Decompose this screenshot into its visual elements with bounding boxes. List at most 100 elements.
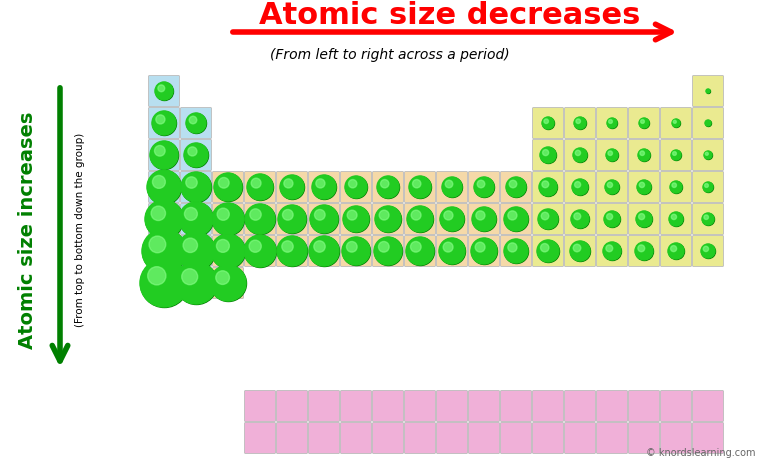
Circle shape (670, 246, 677, 252)
Circle shape (635, 242, 653, 260)
Circle shape (184, 143, 208, 167)
FancyBboxPatch shape (244, 204, 276, 234)
Circle shape (443, 242, 453, 252)
Circle shape (635, 242, 654, 261)
Circle shape (217, 240, 230, 252)
Circle shape (671, 214, 677, 219)
FancyBboxPatch shape (405, 171, 435, 203)
Circle shape (184, 143, 208, 168)
Circle shape (184, 207, 197, 220)
FancyBboxPatch shape (532, 235, 564, 267)
Circle shape (379, 241, 389, 252)
Circle shape (571, 210, 589, 228)
FancyBboxPatch shape (628, 107, 660, 139)
Circle shape (475, 242, 485, 252)
Circle shape (313, 176, 336, 199)
Circle shape (155, 82, 173, 100)
Circle shape (574, 182, 581, 188)
Circle shape (375, 206, 401, 232)
FancyBboxPatch shape (501, 235, 531, 267)
Circle shape (607, 213, 613, 219)
FancyBboxPatch shape (693, 140, 723, 170)
Circle shape (314, 241, 325, 252)
FancyBboxPatch shape (501, 204, 531, 234)
Circle shape (668, 243, 684, 259)
Circle shape (439, 239, 465, 264)
FancyBboxPatch shape (309, 235, 339, 267)
FancyBboxPatch shape (340, 423, 372, 453)
Circle shape (151, 142, 178, 170)
Circle shape (183, 238, 197, 253)
Circle shape (638, 245, 644, 252)
Circle shape (316, 179, 325, 188)
Circle shape (375, 238, 402, 266)
Circle shape (145, 200, 183, 238)
FancyBboxPatch shape (180, 235, 211, 267)
Circle shape (707, 90, 710, 93)
FancyBboxPatch shape (309, 423, 339, 453)
Circle shape (411, 210, 421, 220)
Circle shape (670, 212, 684, 226)
Circle shape (442, 177, 462, 198)
FancyBboxPatch shape (340, 171, 372, 203)
Circle shape (669, 212, 683, 226)
Circle shape (542, 118, 554, 129)
Circle shape (542, 149, 548, 156)
FancyBboxPatch shape (213, 235, 243, 267)
FancyBboxPatch shape (660, 204, 691, 234)
FancyBboxPatch shape (180, 171, 211, 203)
FancyBboxPatch shape (276, 390, 307, 422)
FancyBboxPatch shape (597, 140, 627, 170)
FancyBboxPatch shape (468, 423, 499, 453)
Circle shape (277, 236, 307, 266)
Circle shape (641, 120, 644, 123)
FancyBboxPatch shape (532, 204, 564, 234)
FancyBboxPatch shape (309, 390, 339, 422)
Circle shape (152, 176, 165, 188)
Circle shape (309, 236, 339, 266)
Circle shape (538, 241, 560, 262)
Circle shape (280, 175, 304, 199)
FancyBboxPatch shape (213, 204, 243, 234)
FancyBboxPatch shape (405, 423, 435, 453)
FancyBboxPatch shape (597, 107, 627, 139)
Text: Atomic size decreases: Atomic size decreases (260, 0, 641, 29)
Circle shape (573, 244, 581, 252)
Circle shape (247, 175, 273, 200)
Circle shape (179, 202, 213, 236)
FancyBboxPatch shape (628, 423, 660, 453)
FancyBboxPatch shape (244, 390, 276, 422)
Circle shape (158, 85, 164, 92)
Circle shape (701, 245, 716, 259)
Circle shape (244, 235, 276, 267)
Circle shape (409, 177, 432, 198)
Circle shape (177, 233, 216, 270)
Circle shape (604, 211, 620, 227)
FancyBboxPatch shape (436, 171, 468, 203)
Circle shape (637, 180, 651, 194)
Circle shape (213, 204, 244, 235)
FancyBboxPatch shape (180, 204, 211, 234)
FancyBboxPatch shape (660, 140, 691, 170)
Circle shape (147, 170, 181, 204)
FancyBboxPatch shape (468, 390, 499, 422)
Circle shape (441, 207, 465, 232)
Circle shape (378, 177, 399, 198)
Text: (From left to right across a period): (From left to right across a period) (270, 48, 510, 62)
Circle shape (175, 262, 217, 304)
FancyBboxPatch shape (501, 171, 531, 203)
Circle shape (574, 213, 581, 219)
Circle shape (703, 182, 713, 192)
FancyBboxPatch shape (468, 235, 499, 267)
FancyBboxPatch shape (372, 390, 403, 422)
FancyBboxPatch shape (340, 235, 372, 267)
FancyBboxPatch shape (148, 268, 180, 298)
Circle shape (314, 210, 325, 220)
Circle shape (538, 210, 558, 229)
Circle shape (607, 149, 618, 162)
Circle shape (703, 213, 714, 226)
Circle shape (406, 238, 435, 266)
Circle shape (477, 180, 485, 188)
Circle shape (604, 212, 621, 227)
Circle shape (153, 112, 177, 135)
